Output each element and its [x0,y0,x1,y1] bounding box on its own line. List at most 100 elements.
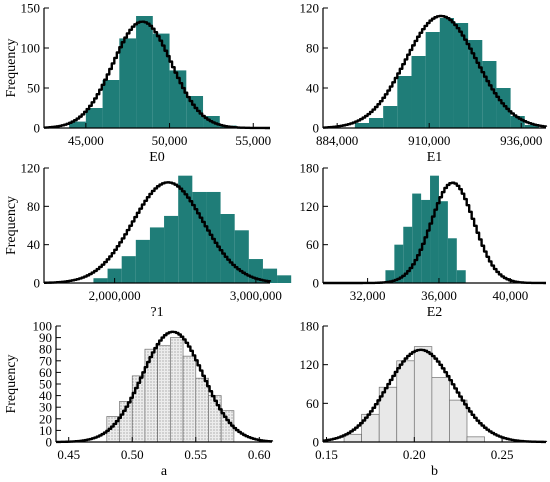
histogram-bar [149,227,165,283]
fitted-normal-curve [56,330,274,444]
panel-e2: 0 60 120 180 32,000 36,000 40,000 E2 [300,161,546,320]
histogram-bar [354,123,370,128]
histogram-bar [425,32,440,128]
x-tick-label: 55,000 [235,133,271,148]
y-tick-label: 70 [39,353,52,368]
histogram-bar [277,275,292,283]
histogram-bar [119,38,137,128]
histogram-bar [220,214,235,283]
histogram-bar [453,23,469,128]
x-tick-label: 36,000 [421,288,457,303]
y-tick-label: 60 [306,396,319,411]
histogram-bar [383,106,398,128]
x-tick-label: 936,000 [500,133,542,148]
y-tick-label: 120 [21,161,41,176]
x-axis-label: E0 [149,150,165,165]
y-tick-label: 0 [313,435,320,450]
histogram-bar [164,215,179,283]
histogram-bar [85,108,103,128]
x-tick-label: 0.55 [184,447,207,462]
x-tick-label: 910,000 [408,133,450,148]
y-tick-label: 0 [46,435,53,450]
histogram-bar [136,16,153,128]
histogram-bar [178,175,193,283]
y-tick-label: 0 [313,121,320,136]
y-tick-label: 0 [313,276,320,291]
y-axis-label: Frequency [4,196,19,255]
y-tick-label: 150 [21,1,41,16]
x-axis-label: b [431,464,438,479]
y-tick-label: 30 [39,400,52,415]
x-tick-label: 0.20 [403,447,426,462]
x-axis-label: ?1 [150,305,163,320]
histogram-bar [262,268,278,284]
panel-e1: 0 40 80 120 884,000 910,000 936,000 E1 [300,1,548,165]
y-tick-label: 60 [39,365,52,380]
y-tick-label: 100 [33,319,53,334]
x-axis-label: E1 [427,150,443,165]
y-tick-label: 10 [39,423,52,438]
y-tick-label: 40 [27,237,40,252]
histogram-bar [121,256,136,283]
histogram-bar [456,270,466,283]
histogram-bar [69,121,86,128]
panel-p1: 0 40 80 120 2,000,000 3,000,000 ?1 Frequency [4,161,292,320]
panel-e0: 0 50 100 150 45,000 50,000 55,000 E0 Frequency [4,1,271,166]
histogram-bar [107,268,122,284]
histogram-bar [208,395,222,443]
histogram-bar [157,345,171,443]
histogram-bar [524,125,539,128]
fitted-normal-curve [323,348,548,444]
x-tick-label: 50,000 [152,133,188,148]
fitted-normal-curve [44,20,270,130]
y-tick-label: 0 [34,276,41,291]
histogram-bar [102,80,120,128]
x-axis-label: a [161,464,168,479]
y-tick-label: 120 [300,1,320,16]
x-tick-label: 40,000 [492,288,528,303]
y-tick-label: 180 [300,161,320,176]
histogram-bar [447,238,457,283]
y-tick-label: 120 [300,357,320,372]
histogram-bar [186,96,204,128]
histogram-bar [369,118,384,128]
x-tick-label: 45,000 [68,133,104,148]
x-tick-label: 884,000 [316,133,358,148]
histogram-bar [396,360,415,443]
x-tick-label: 0.50 [121,447,144,462]
histogram-bar [430,175,439,283]
histogram-bar [403,226,413,283]
y-tick-label: 80 [39,342,52,357]
histogram-bar [438,201,448,283]
histogram-bar [394,244,404,283]
fitted-normal-curve [323,14,548,129]
histogram-bar [411,56,426,128]
y-tick-label: 60 [306,237,319,252]
histogram-bar [412,193,422,283]
fitted-normal-curve [44,181,272,284]
histogram-bar [385,270,395,283]
x-tick-label: 0.45 [57,447,80,462]
histogram-bar [152,33,170,128]
y-tick-label: 0 [34,121,41,136]
histogram-bar [449,399,468,443]
histogram-bar [397,76,412,128]
histogram-bar [182,355,197,443]
y-tick-label: 180 [300,319,320,334]
histogram-bar [439,18,454,128]
y-tick-label: 100 [21,41,41,56]
x-tick-label: 0.25 [491,447,514,462]
y-tick-label: 50 [27,81,40,96]
histogram-bar [466,436,485,443]
y-tick-label: 120 [300,199,320,214]
y-tick-label: 80 [306,41,319,56]
histogram-bar [192,191,207,283]
x-tick-label: 3,000,000 [230,288,282,303]
y-tick-label: 80 [27,199,40,214]
panel-b: 0 60 120 180 0.15 0.20 0.25 b [300,319,548,479]
x-tick-label: 0.15 [315,447,338,462]
y-tick-label: 90 [39,330,52,345]
x-tick-label: 0.60 [248,447,271,462]
